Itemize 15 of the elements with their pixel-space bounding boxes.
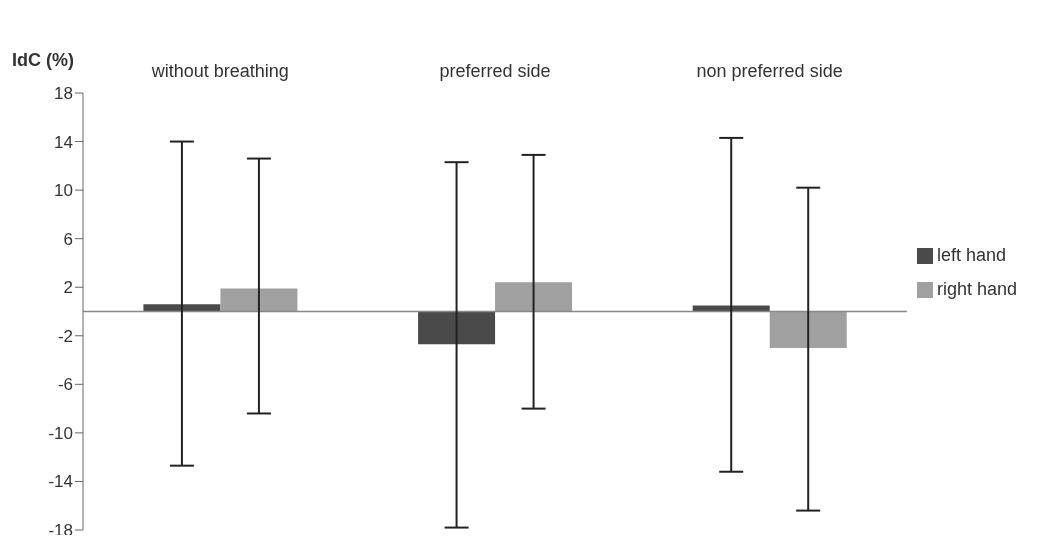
legend-label: right hand	[936, 278, 1017, 299]
y-tick-label: 10	[54, 181, 73, 201]
y-tick-label: -6	[57, 375, 73, 395]
y-tick-label: 18	[54, 84, 73, 104]
x-tick-label: without breathing	[150, 61, 289, 81]
x-tick-label: preferred side	[439, 61, 551, 81]
y-tick-label: 2	[63, 278, 73, 298]
y-axis-title: IdC (%)	[12, 50, 74, 71]
legend-label: left hand	[936, 244, 1006, 265]
y-tick-label: 6	[63, 229, 73, 249]
y-tick-label: -10	[48, 423, 73, 443]
y-tick-label: -14	[48, 472, 73, 492]
y-tick-label: 14	[54, 132, 73, 152]
y-tick-label: -2	[57, 326, 73, 346]
x-tick-label: non preferred side	[696, 61, 843, 81]
